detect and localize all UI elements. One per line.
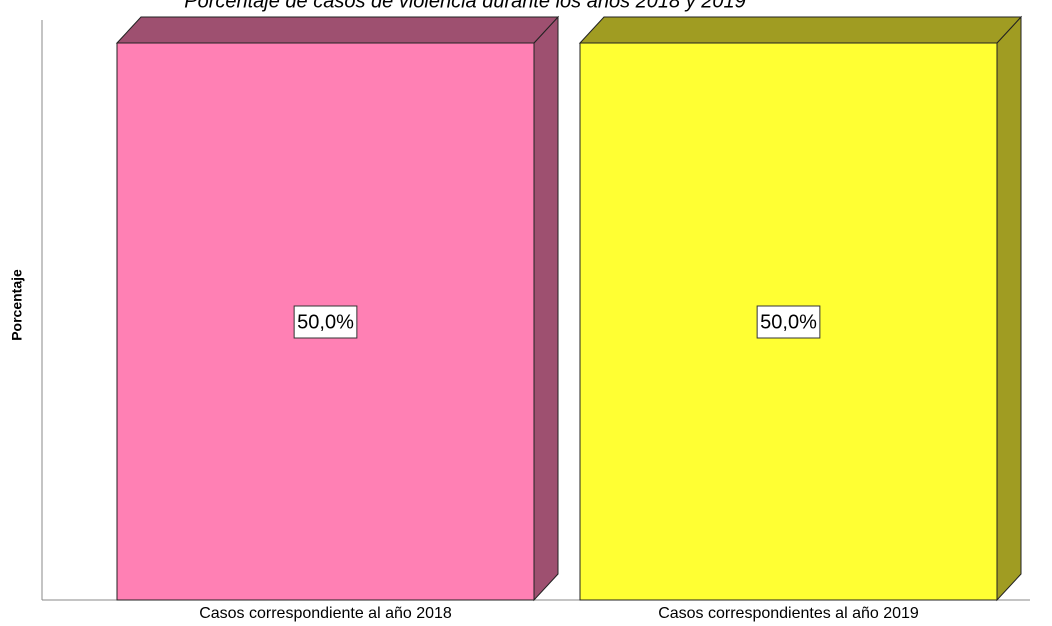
chart-title: Porcentaje de casos de violencia durante… (184, 0, 746, 12)
y-axis-label: Porcentaje (9, 269, 25, 341)
value-label: 50,0% (760, 311, 817, 333)
bar-side (996, 15, 1022, 602)
x-tick-label: Casos correspondientes al año 2019 (658, 605, 919, 622)
value-label-box (756, 305, 821, 339)
value-label: 50,0% (297, 311, 354, 333)
bar-side (533, 15, 559, 602)
x-tick-label: Casos correspondiente al año 2018 (199, 605, 452, 622)
bar-top (578, 16, 1023, 44)
value-label-box (293, 305, 358, 339)
bar-top (115, 16, 560, 44)
